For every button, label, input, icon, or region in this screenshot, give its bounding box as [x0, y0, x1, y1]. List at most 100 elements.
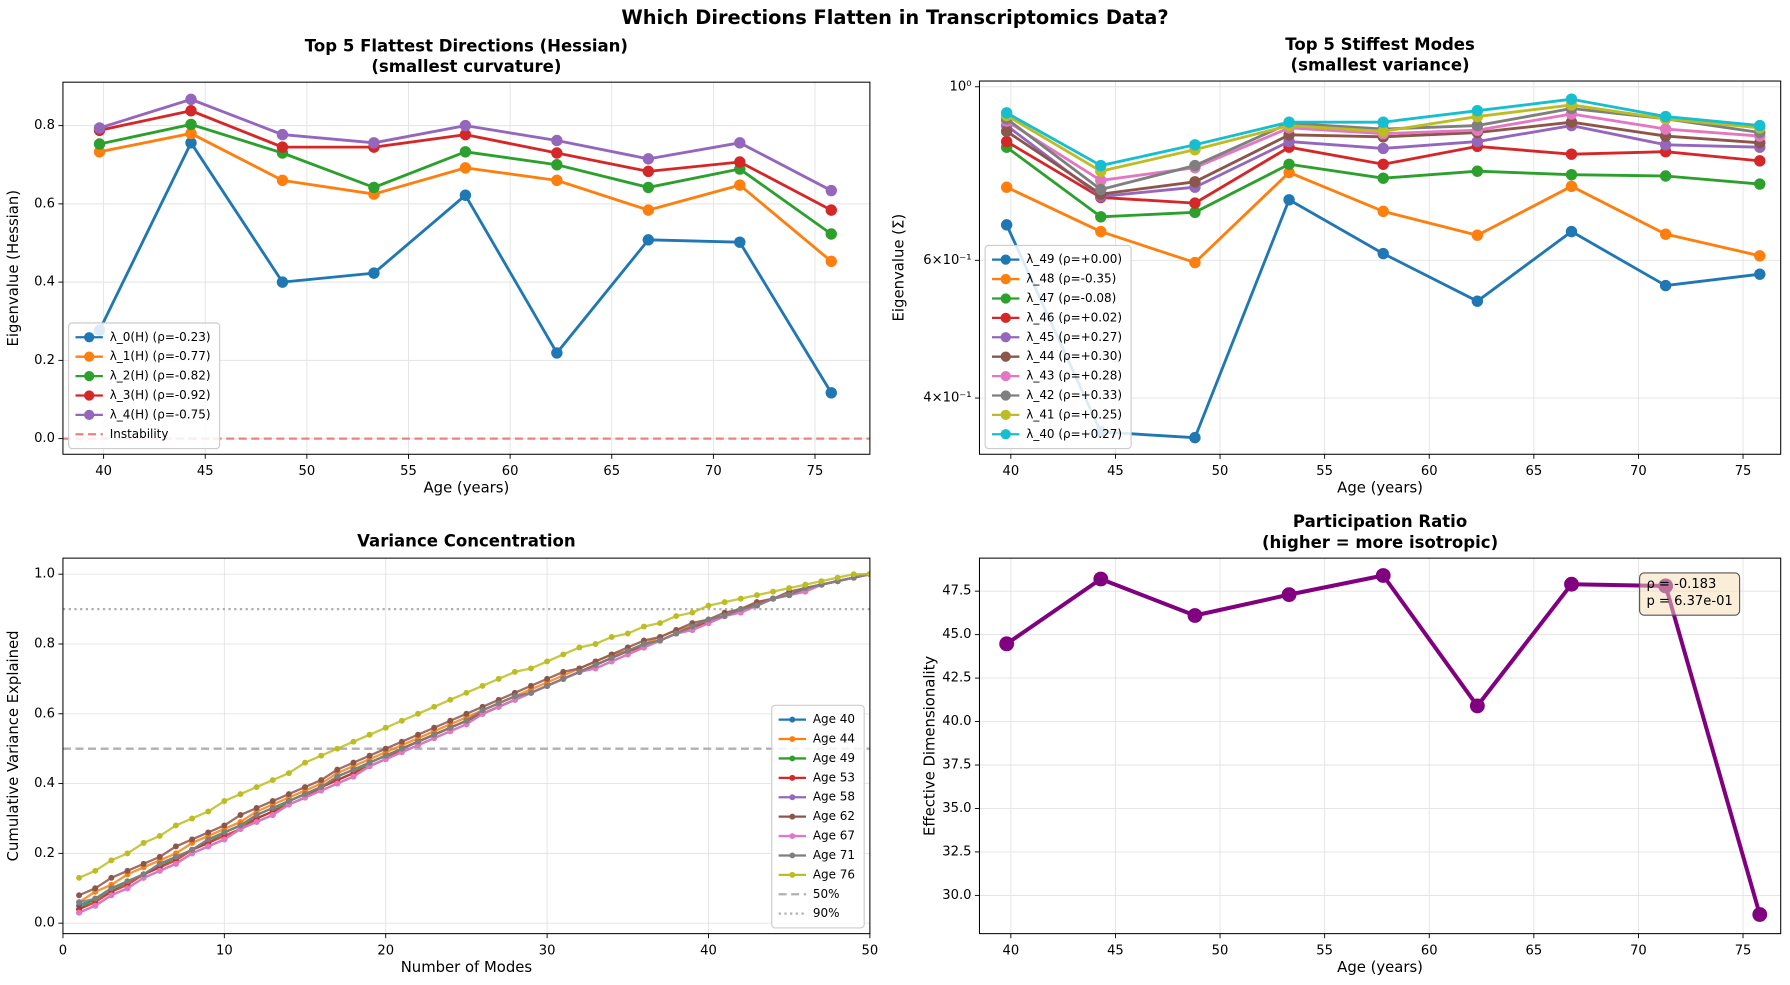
legend-label: Age 58 — [813, 790, 855, 804]
legend-label: Age 71 — [813, 848, 855, 862]
legend-marker — [1000, 351, 1011, 362]
data-point — [1189, 431, 1201, 444]
x-tick-label: 50 — [1212, 464, 1229, 479]
data-point — [185, 137, 197, 149]
data-point — [866, 571, 870, 578]
data-point — [608, 634, 615, 640]
x-tick-label: 50 — [299, 464, 316, 479]
data-point — [1095, 225, 1107, 238]
y-tick-label: 35.0 — [942, 801, 971, 816]
data-point — [237, 822, 244, 829]
data-point — [1189, 176, 1201, 188]
data-point — [185, 118, 197, 131]
annotation-text: ρ = -0.183 — [1646, 577, 1716, 592]
data-point — [673, 630, 680, 637]
data-point — [850, 571, 857, 578]
data-point — [1754, 268, 1766, 280]
y-tick-label: 30.0 — [942, 888, 971, 903]
data-point — [721, 613, 728, 620]
legend-label: λ_46 (ρ=+0.02) — [1026, 310, 1122, 324]
data-point — [302, 784, 308, 791]
data-point — [350, 773, 357, 780]
data-point — [551, 347, 563, 359]
data-point — [415, 738, 421, 745]
legend-label: λ_4(H) (ρ=-0.75) — [110, 407, 211, 421]
data-point — [431, 724, 438, 731]
data-point — [156, 853, 163, 860]
y-tick-label: 0.0 — [34, 916, 55, 931]
legend-label: Age 49 — [813, 751, 855, 765]
data-point — [415, 731, 421, 738]
legend-label: λ_2(H) (ρ=-0.82) — [110, 369, 211, 383]
data-point — [221, 829, 228, 836]
data-point — [1565, 225, 1578, 238]
data-point — [302, 759, 308, 766]
data-point — [447, 724, 454, 731]
x-tick-label: 40 — [1002, 464, 1019, 479]
legend-label: λ_1(H) (ρ=-0.77) — [110, 349, 211, 363]
data-point — [1189, 197, 1201, 209]
data-point — [1283, 158, 1295, 170]
chart-title: Top 5 Flattest Directions (Hessian) — [305, 36, 628, 55]
legend-label: λ_48 (ρ=-0.35) — [1026, 272, 1116, 286]
data-point — [560, 668, 567, 675]
x-tick-label: 55 — [1316, 943, 1333, 958]
data-point — [368, 137, 380, 149]
legend-marker — [789, 794, 796, 801]
data-point — [459, 128, 472, 141]
data-point — [528, 689, 534, 696]
data-point — [624, 647, 631, 654]
y-axis-label: Effective Dimensionality — [921, 656, 938, 836]
x-tick-label: 40 — [1002, 943, 1019, 958]
data-point — [1754, 155, 1766, 167]
data-point — [1471, 135, 1484, 148]
legend-label: Age 44 — [813, 732, 855, 746]
data-point — [350, 759, 357, 766]
y-tick-label: 0.2 — [34, 846, 55, 861]
x-tick-label: 75 — [1735, 943, 1752, 958]
data-point — [366, 731, 373, 738]
legend-marker — [1000, 409, 1011, 421]
data-point — [269, 805, 276, 811]
data-point — [1469, 698, 1485, 714]
data-point — [350, 738, 357, 745]
legend-marker — [789, 813, 796, 820]
x-axis-label: Age (years) — [1337, 959, 1423, 976]
data-point — [76, 909, 83, 916]
data-point — [1377, 172, 1389, 184]
legend-marker — [789, 833, 796, 840]
plot-area — [979, 558, 1781, 934]
legend-label: 50% — [813, 887, 840, 901]
data-point — [1659, 228, 1672, 240]
data-point — [276, 174, 289, 187]
x-tick-label: 75 — [1735, 464, 1752, 479]
legend-label: λ_45 (ρ=+0.27) — [1026, 330, 1122, 344]
legend-label: Age 53 — [813, 770, 855, 784]
data-point — [189, 815, 196, 822]
x-tick-label: 30 — [539, 943, 556, 958]
data-point — [140, 839, 147, 846]
data-point — [624, 630, 631, 637]
data-point — [734, 236, 746, 248]
legend-marker — [1000, 429, 1011, 440]
data-point — [156, 867, 163, 874]
data-point — [334, 766, 341, 773]
data-point — [1377, 247, 1389, 260]
y-tick-label: 0.8 — [34, 118, 55, 133]
plot-frame — [62, 81, 871, 455]
data-point — [642, 234, 655, 246]
data-point — [1095, 183, 1107, 196]
legend-label: Age 67 — [813, 829, 855, 843]
data-point — [1283, 166, 1295, 179]
data-point — [544, 682, 551, 689]
x-tick-label: 65 — [1526, 464, 1543, 479]
y-tick-label: 0.6 — [34, 706, 55, 721]
data-point — [108, 892, 115, 899]
x-tick-label: 70 — [1630, 464, 1647, 479]
data-point — [140, 871, 147, 878]
data-point — [1095, 174, 1107, 187]
chart-title: Top 5 Stiffest Modes — [1285, 35, 1475, 54]
data-point — [205, 843, 212, 850]
data-point — [382, 752, 389, 759]
legend-marker — [1000, 312, 1011, 324]
